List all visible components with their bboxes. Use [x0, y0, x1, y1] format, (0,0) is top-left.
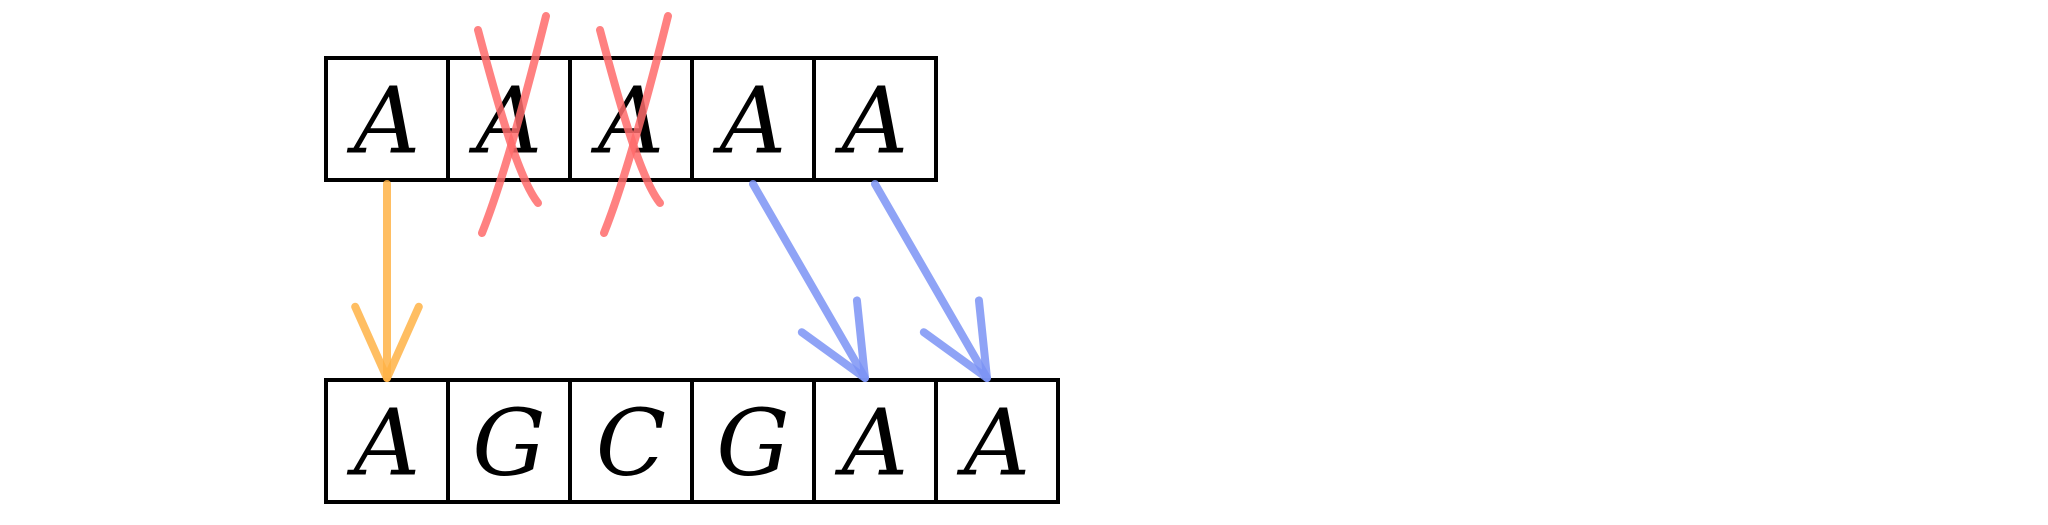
bottom-row-cell-box [568, 378, 694, 504]
arrow-shaft [749, 180, 869, 382]
deleted-cross-mark [596, 12, 672, 237]
bottom-row-cell-letter: C [596, 390, 666, 497]
cross-stroke [596, 26, 664, 207]
deleted-cross-mark [474, 12, 550, 237]
top-row-cell-letter: A [346, 68, 420, 175]
bottom-row-cell-5: A [934, 378, 1060, 504]
bottom-row-cell-letter: A [834, 390, 908, 497]
top-row-cell-letter: A [834, 68, 908, 175]
bottom-row-cell-1: G [446, 378, 572, 504]
top-row-cell-3: A [690, 56, 816, 182]
top-row-cell-box [446, 56, 572, 182]
mapping-arrow-0 [351, 180, 423, 382]
bottom-row-cell-letter: A [346, 390, 420, 497]
cross-stroke [600, 12, 672, 237]
arrow-head [797, 296, 869, 382]
top-row-cell-letter: A [712, 68, 786, 175]
cross-stroke [474, 26, 542, 207]
bottom-row-cell-box [812, 378, 938, 504]
top-row-cell-4: A [812, 56, 938, 182]
mapping-arrow-2 [871, 180, 991, 382]
bottom-row-cell-box [934, 378, 1060, 504]
arrow-head [351, 302, 423, 382]
bottom-row-cell-box [690, 378, 816, 504]
top-row-cell-0: A [324, 56, 450, 182]
arrow-head [919, 296, 991, 382]
cross-stroke [478, 12, 550, 237]
bottom-row-cell-letter: G [716, 390, 790, 497]
bottom-row-cell-0: A [324, 378, 450, 504]
mapping-arrows [351, 180, 991, 382]
deleted-cell-marks [474, 12, 672, 237]
mapping-arrow-1 [749, 180, 869, 382]
bottom-row-cell-box [324, 378, 450, 504]
top-row-cell-box [690, 56, 816, 182]
bottom-row-cell-letter: A [956, 390, 1030, 497]
bottom-row-cell-4: A [812, 378, 938, 504]
bottom-row-cell-2: C [568, 378, 694, 504]
bottom-row-cell-letter: G [472, 390, 546, 497]
bottom-row-cell-3: G [690, 378, 816, 504]
arrow-shaft [871, 180, 991, 382]
